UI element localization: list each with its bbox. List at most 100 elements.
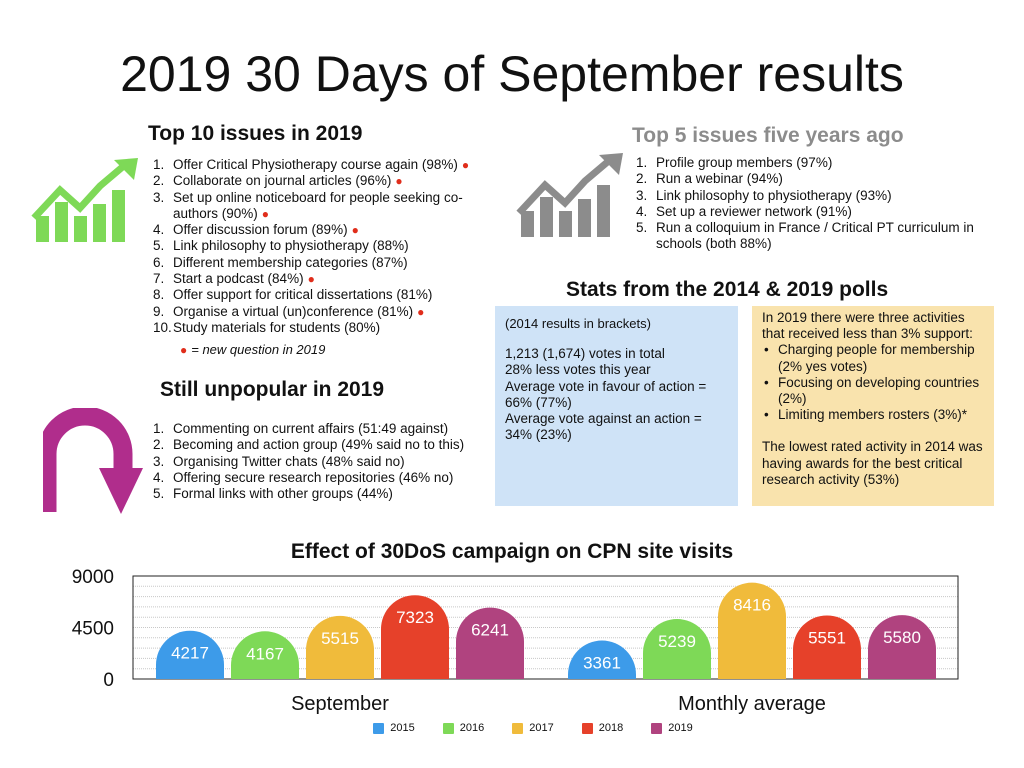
stats-blue-box: (2014 results in brackets) 1,213 (1,674)… — [495, 306, 738, 506]
top5-list: 1. Profile group members (97%) 2. Run a web… — [636, 155, 986, 253]
stats-line: 28% less votes this year — [505, 362, 651, 378]
list-item: 3. Organising Twitter chats (48% said no) — [153, 454, 493, 470]
list-item: 4. Offer discussion forum (89%) ● — [153, 222, 485, 238]
list-item: 3. Link philosophy to physiotherapy (93%) — [636, 188, 986, 204]
bar-value-label: 5551 — [808, 628, 846, 647]
top10-heading: Top 10 issues in 2019 — [148, 122, 363, 145]
stats-yellow-box: In 2019 there were three activities that… — [752, 306, 994, 506]
list-item-number: 2. — [153, 173, 165, 189]
bar-2015-1 — [568, 640, 636, 679]
list-item-text: Collaborate on journal articles (96%) — [173, 173, 392, 189]
legend-label: 2018 — [598, 722, 624, 734]
list-item-text: Offering secure research repositories (4… — [173, 469, 454, 485]
plot-frame — [132, 575, 959, 680]
list-item-text: Offer discussion forum (89%) — [173, 222, 348, 238]
list-item-text: Set up online noticeboard for people see… — [173, 189, 463, 221]
list-item: 6. Different membership categories (87%) — [153, 255, 485, 271]
list-item-number: 4. — [636, 203, 648, 219]
list-item: 9. Organise a virtual (un)conference (81%… — [153, 304, 485, 320]
trending-up-icon — [31, 158, 138, 242]
list-item-number: 5. — [153, 486, 165, 502]
legend-item: 2015 — [373, 722, 415, 734]
list-item: 2. Collaborate on journal articles (96%) ● — [153, 173, 485, 189]
stats-line: Average vote against an action = 34% (23… — [505, 411, 702, 443]
list-item-text: Run a colloquium in France / Critical PT… — [656, 220, 974, 252]
bar-chart: 0 4500 9000 4217 4167 5515 7323 6241 September 33… — [72, 567, 959, 715]
new-question-dot: ● — [395, 174, 403, 189]
new-question-dot: ● — [180, 343, 188, 357]
list-item-text: Becoming and action group (49% said no t… — [173, 437, 465, 453]
list-item-text: Different membership categories (87%) — [173, 254, 408, 270]
bar-value-label: 8416 — [733, 596, 771, 615]
list-item-text: Formal links with other groups (44%) — [173, 486, 393, 502]
legend-swatch — [373, 722, 385, 734]
bar-value-label: 6241 — [471, 621, 509, 640]
yellow-bullets: Charging people for membership (2% yes v… — [762, 342, 984, 423]
list-item: 4. Set up a reviewer network (91%) — [636, 204, 986, 220]
yellow-intro: In 2019 there were three activities that… — [762, 310, 973, 342]
bar-2019-1 — [868, 615, 936, 679]
page-title: 2019 30 Days of September results — [120, 46, 904, 102]
legend-item: 2018 — [581, 722, 624, 734]
stats-lines: 1,213 (1,674) votes in total 28% less vot… — [505, 346, 728, 443]
bar-value-label: 5239 — [658, 632, 696, 651]
new-question-dot: ● — [461, 158, 470, 172]
legend-swatch — [512, 722, 524, 734]
unpopular-list: 1. Commenting on current affairs (51:49 a… — [153, 421, 493, 502]
list-item-text: Set up a reviewer network (91%) — [656, 203, 852, 219]
list-item-text: Study materials for students (80%) — [173, 319, 381, 335]
list-item-number: 8. — [153, 287, 165, 303]
y-tick-label: 4500 — [72, 619, 114, 640]
unpopular-heading: Still unpopular in 2019 — [160, 378, 385, 401]
bar-2018-1 — [793, 615, 861, 679]
list-item: 5. Link philosophy to physiotherapy (88%) — [153, 238, 485, 254]
new-question-dot: ● — [261, 206, 270, 221]
bar-2017-0 — [306, 615, 374, 679]
list-item: 5. Run a colloquium in France / Critical … — [636, 220, 986, 253]
bar-value-label: 3361 — [583, 654, 621, 673]
stats-heading: Stats from the 2014 & 2019 polls — [566, 278, 889, 301]
list-item-text: Organise a virtual (un)conference (81%) — [173, 303, 414, 319]
list-item: 8. Offer support for critical dissertatio… — [153, 287, 485, 303]
list-item-number: 1. — [153, 421, 165, 436]
bar-2019-0 — [456, 607, 524, 679]
legend-swatch — [442, 722, 454, 734]
legend-swatch — [581, 722, 593, 734]
bar-value-label: 4167 — [246, 644, 284, 663]
list-item-number: 7. — [153, 271, 165, 287]
list-item-number: 6. — [153, 254, 165, 270]
y-tick-label: 9000 — [72, 567, 114, 588]
trending-up-icon — [516, 153, 623, 237]
legend-label: 2015 — [390, 722, 415, 734]
chart-legend: 2015 2016 2017 2018 2019 — [0, 722, 1024, 734]
bar-2016-0 — [231, 631, 299, 679]
stats-line: Average vote in favour of action = 66% (… — [505, 378, 707, 410]
legend-item: 2016 — [442, 722, 484, 734]
legend-label: 2017 — [529, 722, 554, 734]
list-item-number: 9. — [153, 303, 165, 319]
list-item-text: Organising Twitter chats (48% said no) — [173, 453, 405, 469]
yellow-bullet: Charging people for membership (2% yes v… — [762, 342, 984, 374]
category-label: September — [291, 693, 389, 715]
legend-swatch — [651, 722, 663, 734]
list-item: 1. Profile group members (97%) — [636, 155, 986, 171]
list-item-number: 5. — [636, 220, 648, 236]
bar-2017-1 — [718, 582, 786, 679]
stats-line: 1,213 (1,674) votes in total — [505, 346, 665, 362]
list-item-text: Run a webinar (94%) — [656, 171, 783, 187]
stats-note: (2014 results in brackets) — [505, 316, 651, 331]
list-item: 1. Offer Critical Physiotherapy course ag… — [153, 157, 485, 173]
yellow-outro: The lowest rated activity in 2014 was ha… — [762, 439, 983, 487]
list-item-text: Link philosophy to physiotherapy (88%) — [173, 238, 409, 254]
list-item-number: 4. — [153, 222, 165, 238]
bar-value-label: 5515 — [321, 629, 359, 648]
list-item: 1. Commenting on current affairs (51:49 a… — [153, 421, 493, 437]
bar-2016-1 — [643, 619, 711, 679]
list-item-number: 3. — [153, 453, 165, 469]
list-item-number: 1. — [153, 157, 165, 172]
chart-title: Effect of 30DoS campaign on CPN site vis… — [290, 540, 734, 563]
y-tick-label: 0 — [103, 670, 114, 691]
list-item-number: 3. — [636, 187, 648, 203]
bar-value-label: 4217 — [171, 644, 209, 663]
u-turn-arrow-icon — [43, 408, 143, 514]
